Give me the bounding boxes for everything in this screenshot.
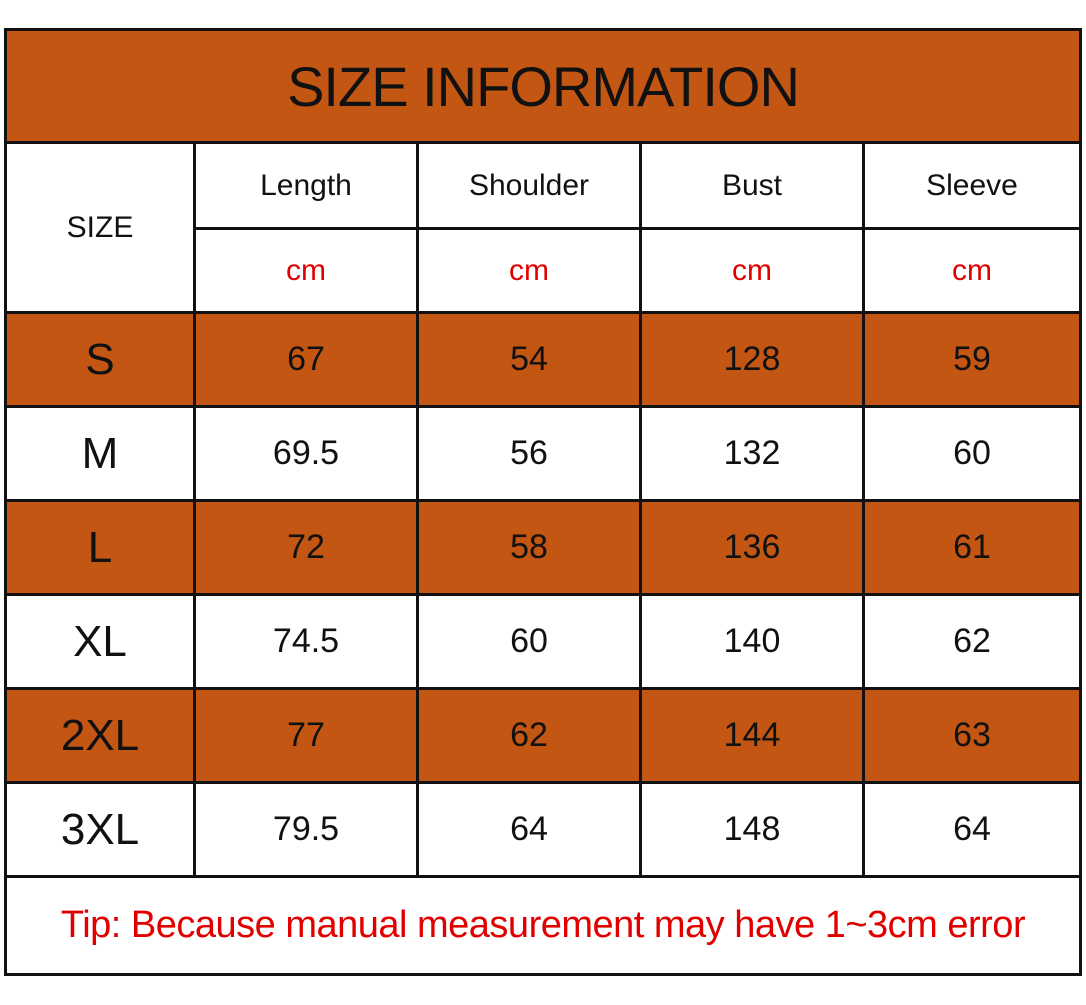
table-cell-s-sleeve: 59 [862, 311, 1079, 405]
size-label-xl: XL [7, 593, 193, 687]
table-title: SIZE INFORMATION [7, 31, 1079, 144]
table-cell-xl-length: 74.5 [193, 593, 416, 687]
table-cell-3xl-length: 79.5 [193, 781, 416, 875]
table-cell-m-length: 69.5 [193, 405, 416, 499]
table-cell-3xl-shoulder: 64 [416, 781, 639, 875]
size-label-l: L [7, 499, 193, 593]
column-unit-length: cm [193, 227, 416, 311]
table-cell-s-length: 67 [193, 311, 416, 405]
table-cell-3xl-sleeve: 64 [862, 781, 1079, 875]
table-cell-xl-sleeve: 62 [862, 593, 1079, 687]
column-header-length: Length [193, 144, 416, 227]
column-unit-sleeve: cm [862, 227, 1079, 311]
table-cell-m-shoulder: 56 [416, 405, 639, 499]
table-cell-2xl-shoulder: 62 [416, 687, 639, 781]
table-cell-xl-shoulder: 60 [416, 593, 639, 687]
table-cell-s-bust: 128 [639, 311, 862, 405]
table-cell-l-sleeve: 61 [862, 499, 1079, 593]
table-cell-l-shoulder: 58 [416, 499, 639, 593]
column-header-shoulder: Shoulder [416, 144, 639, 227]
size-column-header: SIZE [66, 210, 134, 244]
column-header-bust: Bust [639, 144, 862, 227]
table-cell-s-shoulder: 54 [416, 311, 639, 405]
table-cell-l-length: 72 [193, 499, 416, 593]
measurement-tip: Tip: Because manual measurement may have… [7, 875, 1079, 973]
column-unit-shoulder: cm [416, 227, 639, 311]
table-cell-2xl-bust: 144 [639, 687, 862, 781]
size-label-s: S [7, 311, 193, 405]
table-cell-2xl-sleeve: 63 [862, 687, 1079, 781]
size-chart-table: SIZE INFORMATION SIZE Length cm Shoulder cm Bu… [4, 28, 1082, 976]
table-cell-xl-bust: 140 [639, 593, 862, 687]
column-unit-bust: cm [639, 227, 862, 311]
size-label-3xl: 3XL [7, 781, 193, 875]
size-label-2xl: 2XL [7, 687, 193, 781]
table-cell-2xl-length: 77 [193, 687, 416, 781]
table-cell-m-bust: 132 [639, 405, 862, 499]
table-cell-3xl-bust: 148 [639, 781, 862, 875]
table-cell-l-bust: 136 [639, 499, 862, 593]
column-header-sleeve: Sleeve [862, 144, 1079, 227]
table-cell-m-sleeve: 60 [862, 405, 1079, 499]
size-label-m: M [7, 405, 193, 499]
